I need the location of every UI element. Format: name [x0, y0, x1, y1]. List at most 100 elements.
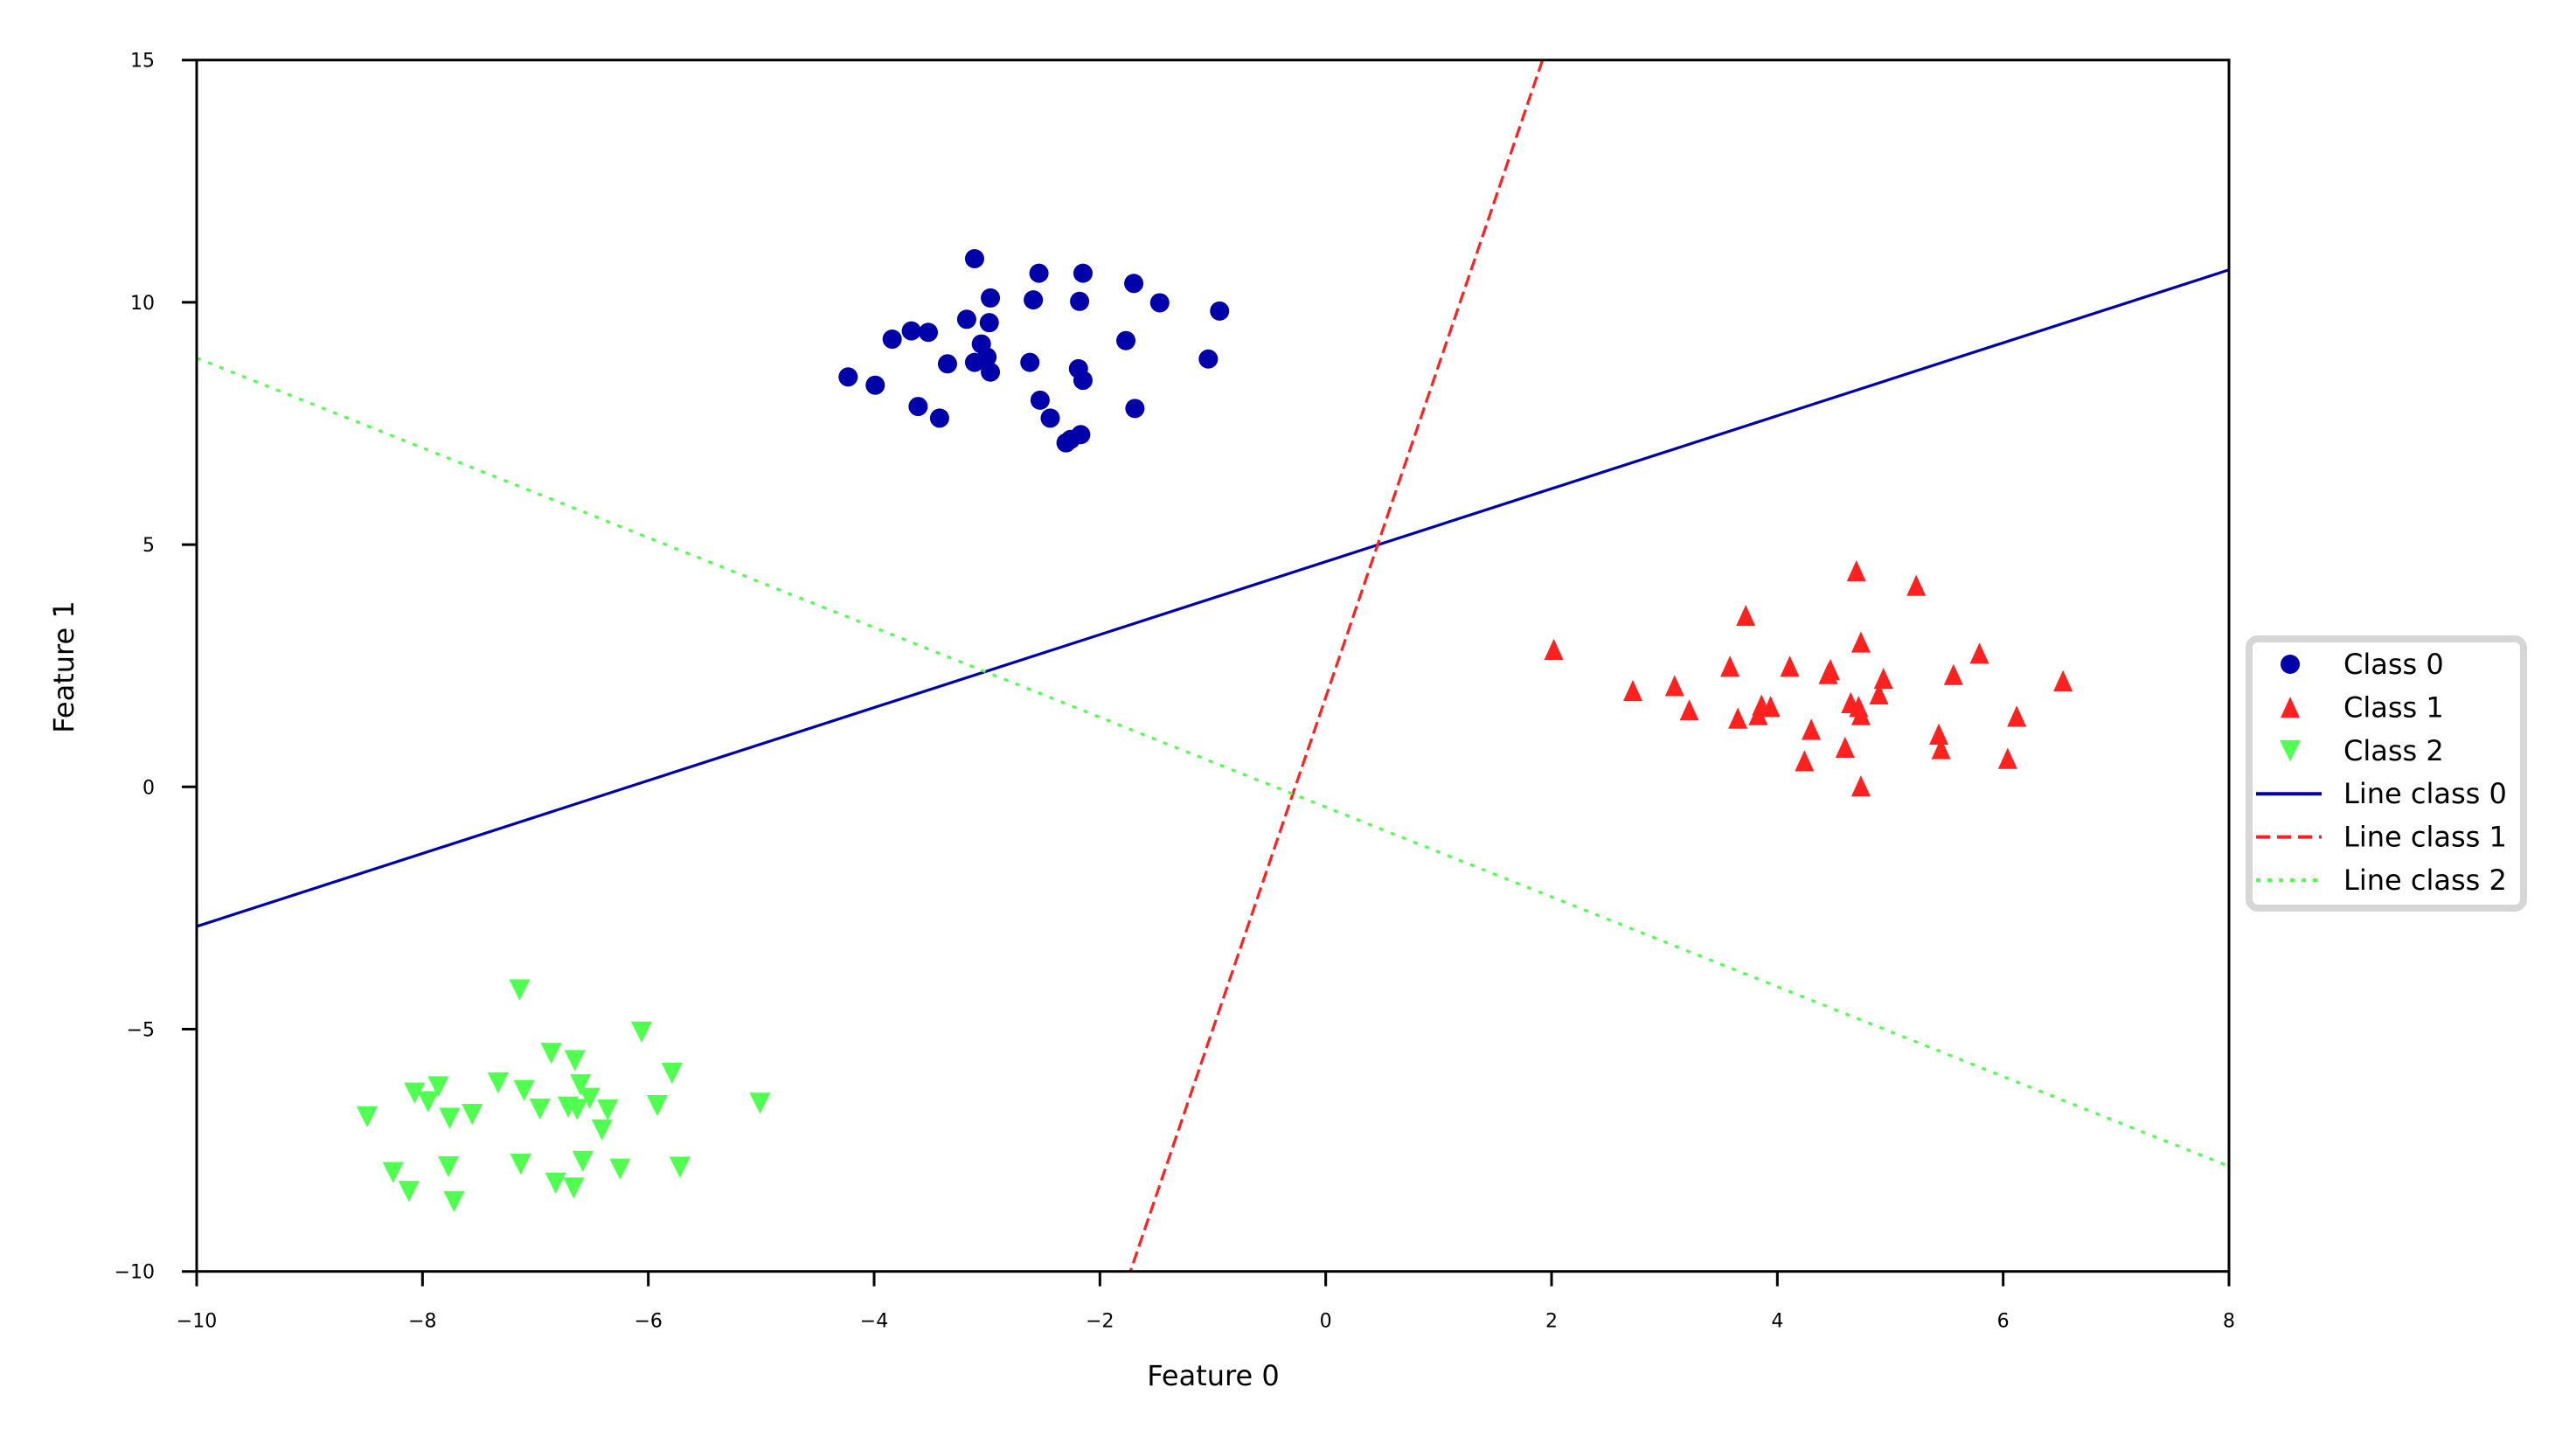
- data-point: [1736, 604, 1756, 627]
- data-point: [1869, 683, 1889, 704]
- data-point: [977, 347, 997, 367]
- data-point: [382, 1162, 404, 1183]
- data-point: [1850, 631, 1871, 653]
- y-tick-label: 15: [130, 51, 155, 73]
- data-point: [513, 1079, 535, 1101]
- data-point: [2053, 669, 2073, 692]
- legend-item: Class 1: [2281, 690, 2444, 724]
- data-point: [749, 1093, 771, 1114]
- data-point: [646, 1094, 669, 1117]
- decision-line: [197, 268, 2229, 928]
- data-point: [1780, 656, 1800, 677]
- data-point: [579, 1087, 601, 1109]
- data-point: [981, 288, 1001, 308]
- data-point: [919, 323, 938, 343]
- decision-line: [1128, 59, 1545, 1272]
- y-axis-ticks: −10 −5 0 5 10 15: [115, 51, 197, 1284]
- data-point: [1124, 274, 1144, 294]
- data-point: [882, 330, 902, 350]
- data-point: [462, 1103, 483, 1126]
- x-tick-label: 6: [1997, 1311, 2010, 1333]
- legend: Class 0 Class 1 Class 2 Line class 0 Line cl…: [2246, 635, 2527, 912]
- data-point: [1125, 399, 1145, 419]
- data-point: [1070, 291, 1090, 311]
- data-point: [1073, 371, 1093, 391]
- data-point: [865, 375, 885, 395]
- data-layer: [197, 59, 2229, 1272]
- legend-label: Line class 2: [2343, 864, 2507, 897]
- data-point: [398, 1181, 420, 1203]
- legend-label: Class 0: [2343, 648, 2444, 681]
- data-point: [1029, 263, 1049, 283]
- data-point: [908, 397, 928, 417]
- data-point: [1969, 642, 1989, 664]
- legend-item: Class 0: [2281, 648, 2444, 681]
- legend-label: Line class 0: [2343, 777, 2507, 810]
- data-point: [417, 1091, 439, 1113]
- y-axis-label: Feature 1: [47, 600, 80, 732]
- y-tick-label: −5: [127, 1020, 155, 1042]
- data-point: [1873, 668, 1893, 690]
- y-tick-label: 5: [142, 535, 155, 557]
- x-tick-label: 0: [1320, 1311, 1332, 1333]
- data-point: [1024, 290, 1044, 310]
- y-tick-label: 10: [130, 293, 155, 315]
- data-point: [1846, 559, 1866, 582]
- plot-frame: [195, 59, 2231, 1273]
- data-point: [1943, 663, 1963, 685]
- data-point: [2007, 705, 2027, 727]
- data-point: [540, 1043, 562, 1065]
- data-point: [1850, 775, 1871, 797]
- legend-item: Line class 1: [2256, 821, 2507, 854]
- data-point: [1210, 301, 1230, 321]
- x-tick-label: 2: [1545, 1311, 1558, 1333]
- data-point: [1821, 659, 1841, 681]
- data-point: [1149, 293, 1170, 313]
- data-point: [1544, 638, 1564, 660]
- data-point: [1931, 738, 1951, 760]
- data-point: [427, 1076, 449, 1098]
- data-point: [669, 1156, 691, 1178]
- x-tick-label: −4: [860, 1311, 888, 1333]
- legend-label: Class 2: [2343, 734, 2444, 767]
- data-point: [564, 1050, 586, 1072]
- data-point: [570, 1074, 592, 1096]
- data-point: [901, 321, 921, 341]
- legend-item: Line class 2: [2256, 864, 2507, 897]
- x-axis-ticks: −10 −8 −6 −4 −2 0 2 4 6 8: [177, 1271, 2235, 1333]
- data-point: [979, 313, 999, 333]
- data-point: [1850, 704, 1871, 725]
- data-point: [956, 309, 976, 330]
- x-tick-label: −10: [177, 1311, 217, 1333]
- data-point: [630, 1021, 653, 1043]
- data-point: [437, 1155, 460, 1178]
- data-point: [1835, 736, 1855, 758]
- circle-marker-icon: [2281, 655, 2300, 674]
- data-point: [929, 408, 949, 428]
- data-point: [509, 979, 531, 1001]
- x-tick-label: −6: [634, 1311, 662, 1333]
- data-point: [1906, 574, 1927, 596]
- data-point: [1679, 699, 1699, 721]
- y-tick-label: 0: [142, 777, 155, 799]
- data-point: [591, 1119, 613, 1141]
- data-point: [937, 354, 957, 374]
- data-point: [964, 249, 984, 269]
- data-point: [510, 1154, 531, 1176]
- legend-item: Class 2: [2279, 734, 2444, 767]
- data-point: [1997, 747, 2017, 769]
- data-point: [1623, 679, 1642, 702]
- legend-label: Class 1: [2343, 690, 2444, 724]
- decision-line: [197, 357, 2229, 1168]
- legend-label: Line class 1: [2343, 821, 2507, 854]
- legend-frame: [2246, 635, 2527, 912]
- data-point: [609, 1158, 631, 1180]
- data-point: [838, 367, 858, 387]
- data-point: [1020, 352, 1040, 372]
- data-point: [487, 1072, 509, 1094]
- data-point: [1664, 675, 1684, 697]
- data-point: [981, 362, 1001, 382]
- data-point: [439, 1107, 461, 1129]
- data-point: [356, 1106, 378, 1127]
- x-axis-label: Feature 0: [1147, 1359, 1279, 1392]
